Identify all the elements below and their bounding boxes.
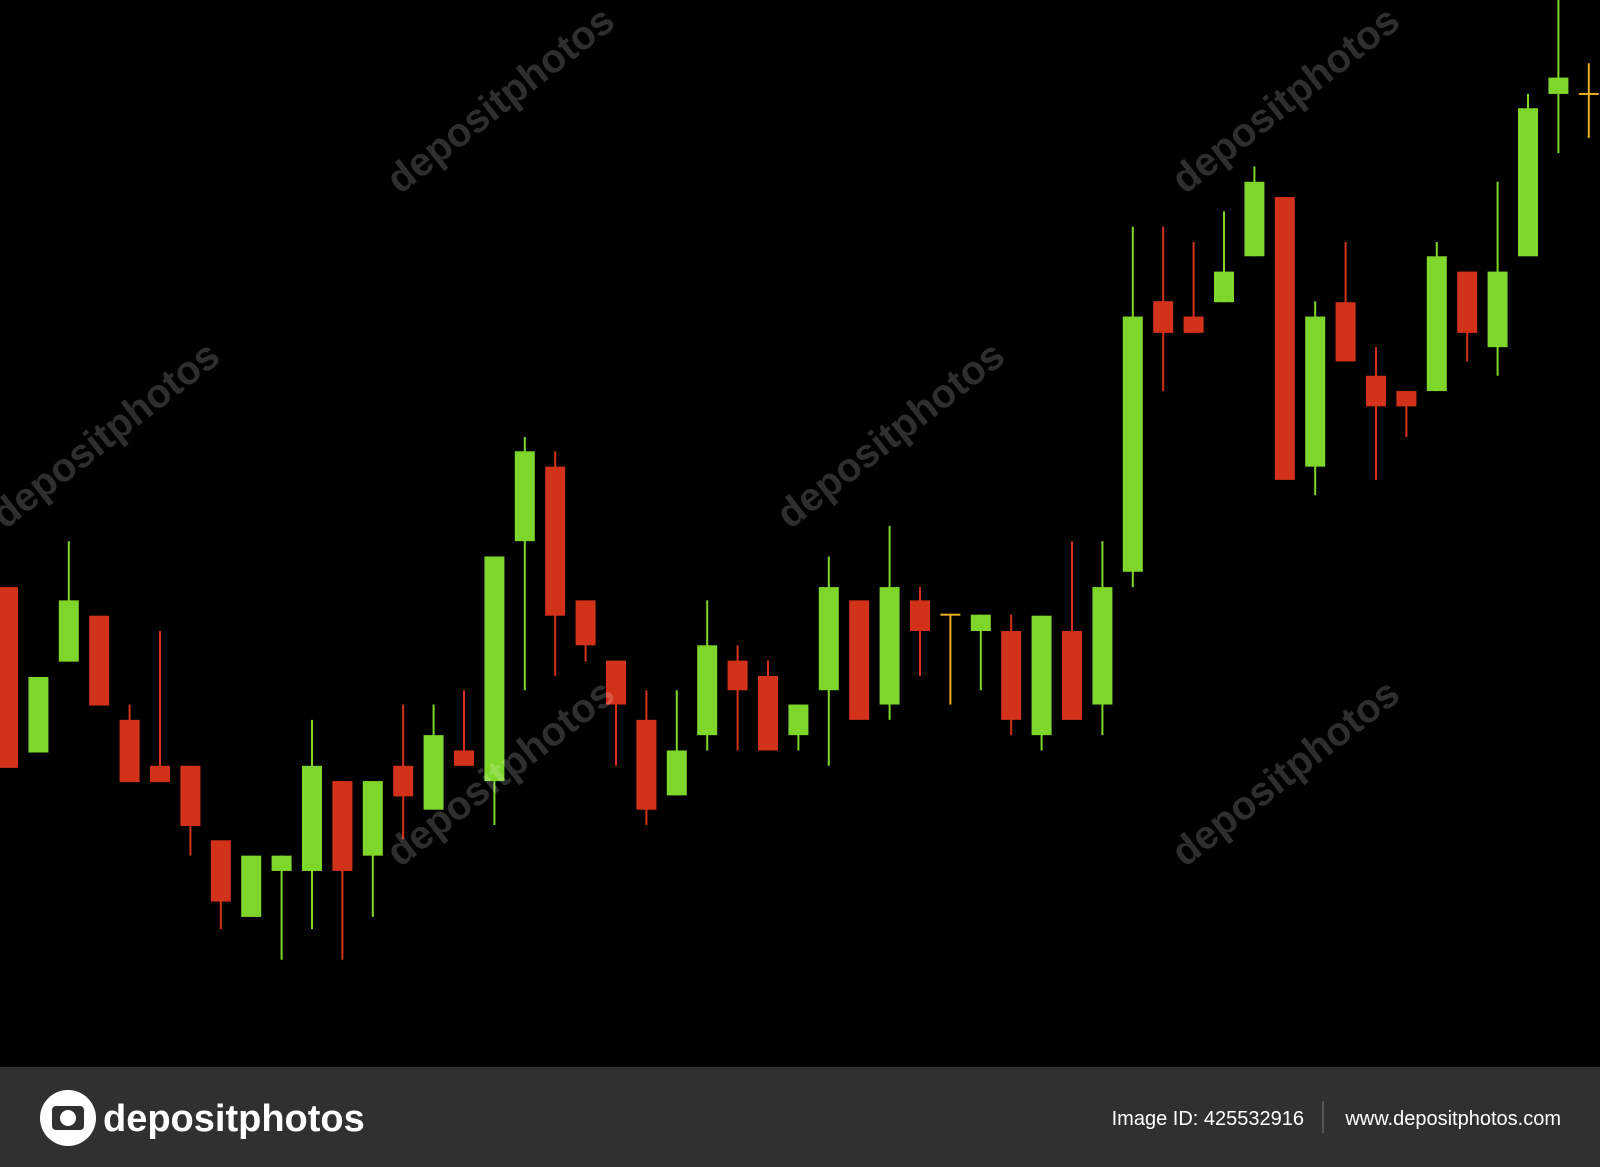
logo-lens (60, 1110, 76, 1126)
candle-body (666, 750, 687, 796)
chart-background (0, 0, 1600, 1067)
candle-body (606, 660, 626, 705)
candle-body (119, 719, 140, 783)
candle-body (1335, 302, 1356, 362)
candle-body (1305, 316, 1326, 467)
candle-body (362, 781, 383, 856)
logo (40, 1090, 96, 1146)
candle-body (910, 600, 930, 632)
candle-body (1122, 316, 1143, 572)
candle-body (0, 587, 18, 768)
candle-body (1092, 587, 1113, 705)
candle-body (1153, 301, 1174, 333)
candle-body (302, 765, 322, 871)
candle-body (1457, 271, 1478, 333)
candle-body (28, 676, 49, 753)
candle-body (1031, 615, 1052, 736)
candle-body (1396, 391, 1417, 407)
candle-body (970, 614, 991, 632)
candle-body (180, 765, 201, 827)
candle-body (484, 556, 505, 782)
candle-body (636, 719, 657, 810)
candle-body (1274, 197, 1295, 480)
candle-body (58, 600, 79, 662)
candle-body (1001, 631, 1022, 720)
candle-body (241, 855, 262, 917)
footer-bar (0, 1067, 1600, 1167)
candle-body (454, 750, 474, 766)
candle-body (818, 587, 839, 691)
doji-body (940, 613, 961, 616)
candle-body (271, 855, 292, 871)
candle-body (575, 600, 596, 646)
candle-body (758, 675, 778, 751)
candle-body (1244, 181, 1265, 257)
candles (0, 0, 1599, 960)
brand: depositphotos (103, 1098, 365, 1140)
candle-body (1062, 631, 1082, 720)
candle-body (1548, 77, 1569, 94)
candle-body (1487, 271, 1508, 348)
doji-body (1578, 92, 1599, 95)
image-id: Image ID: 425532916 (1112, 1108, 1304, 1130)
candle-body (210, 840, 231, 902)
candle-body (697, 645, 718, 736)
candle-body (423, 735, 444, 810)
candle-body (788, 704, 809, 736)
candle-body (89, 615, 110, 706)
candle-body (1518, 108, 1538, 257)
candle-body (879, 587, 900, 705)
candle-body (1183, 316, 1204, 333)
candle-body (514, 451, 535, 542)
candle-body (1214, 271, 1234, 303)
candle-body (545, 466, 566, 616)
candle-body (393, 765, 414, 797)
candle-body (849, 600, 870, 720)
candle-body (1426, 256, 1447, 392)
candle-body (1366, 375, 1386, 407)
candle-body (727, 660, 748, 691)
candle-body (150, 765, 170, 783)
url[interactable]: www.depositphotos.com (1344, 1108, 1561, 1130)
candle-body (332, 781, 353, 871)
